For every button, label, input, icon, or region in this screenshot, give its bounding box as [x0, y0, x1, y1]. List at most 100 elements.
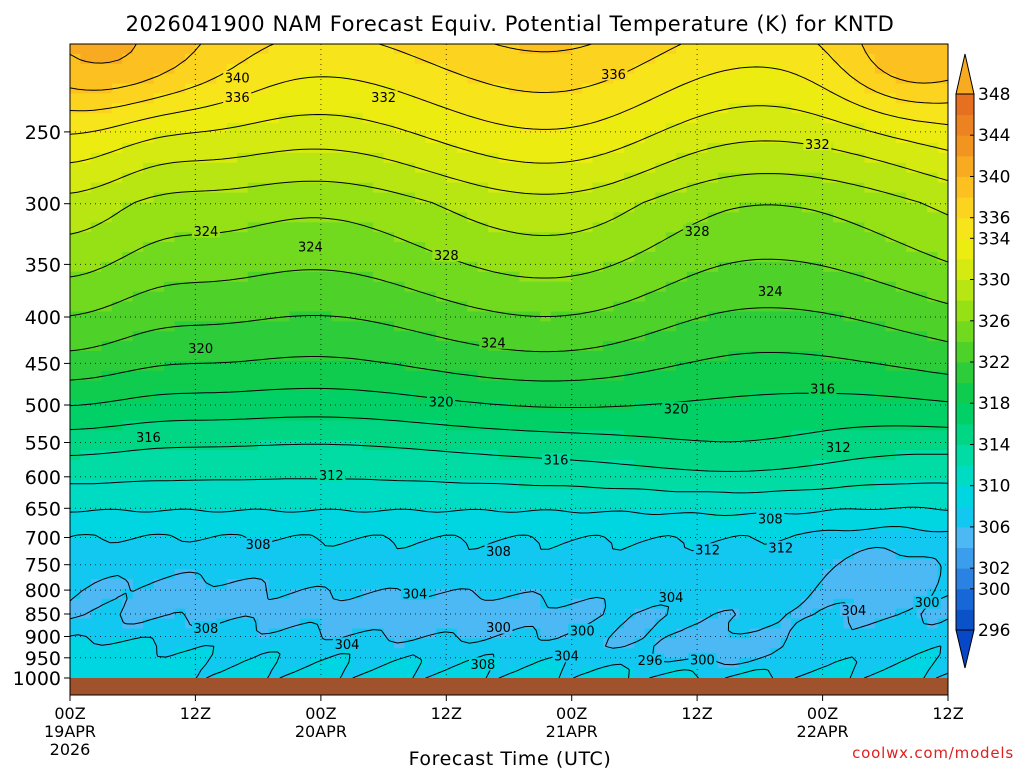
field-cell [822, 469, 834, 481]
field-cell [101, 370, 113, 382]
field-cell [906, 113, 918, 124]
field-cell [341, 222, 353, 233]
field-cell [770, 450, 782, 461]
field-cell [864, 103, 876, 114]
field-cell [488, 202, 500, 214]
field-cell [603, 410, 615, 422]
field-cell [686, 143, 698, 154]
field-cell [404, 390, 416, 402]
field-cell [561, 380, 573, 392]
field-cell [143, 103, 155, 114]
field-cell [885, 162, 897, 174]
field-cell [853, 212, 865, 223]
field-cell [477, 232, 489, 243]
field-cell [561, 44, 573, 55]
field-cell [603, 202, 615, 214]
field-cell [916, 460, 928, 471]
field-cell [268, 311, 280, 322]
field-cell [655, 321, 667, 332]
field-cell [937, 430, 948, 441]
field-cell [644, 93, 656, 105]
field-cell [279, 450, 291, 461]
field-cell [362, 321, 374, 332]
field-cell [320, 261, 332, 273]
field-cell [895, 113, 907, 124]
field-cell [216, 133, 228, 144]
field-cell [331, 351, 343, 362]
field-cell [299, 361, 311, 372]
field-cell [853, 331, 865, 342]
field-cell [111, 559, 123, 570]
field-cell [446, 559, 458, 570]
field-cell [320, 271, 332, 283]
field-cell [707, 499, 719, 511]
field-cell [383, 152, 395, 164]
field-cell [498, 261, 510, 273]
field-cell [205, 539, 217, 550]
field-cell [70, 53, 82, 65]
field-cell [352, 44, 364, 55]
field-cell [749, 618, 761, 630]
field-cell [728, 499, 740, 511]
field-cell [697, 212, 709, 223]
field-cell [623, 361, 636, 372]
field-cell [90, 519, 102, 531]
field-cell [237, 559, 249, 570]
field-cell [519, 569, 531, 580]
field-cell [425, 63, 437, 75]
field-cell [90, 321, 102, 332]
field-cell [394, 222, 406, 233]
field-cell [937, 499, 948, 511]
field-cell [874, 222, 886, 233]
field-cell [258, 143, 270, 154]
field-cell [446, 628, 458, 639]
field-cell [414, 499, 426, 511]
field-cell [394, 113, 406, 124]
field-cell [268, 430, 280, 441]
field-cell [498, 479, 510, 491]
field-cell [592, 588, 604, 600]
field-cell [613, 380, 625, 392]
field-cell [237, 509, 249, 521]
field-cell [352, 261, 364, 273]
field-cell [394, 539, 406, 550]
field-cell [623, 598, 636, 610]
field-cell [613, 133, 625, 144]
field-cell [80, 73, 92, 85]
field-cell [906, 400, 918, 412]
field-cell [247, 351, 259, 362]
field-cell [812, 420, 824, 431]
field-cell [488, 608, 500, 620]
field-cell [289, 192, 301, 204]
field-cell [310, 539, 322, 550]
field-cell [718, 499, 730, 511]
field-cell [404, 93, 416, 105]
field-cell [582, 519, 594, 531]
field-cell [237, 192, 249, 204]
field-cell [927, 351, 939, 362]
field-cell [833, 341, 845, 352]
field-cell [885, 539, 897, 550]
field-cell [864, 351, 876, 362]
field-cell [812, 321, 824, 332]
field-cell [749, 588, 761, 600]
field-cell [770, 53, 782, 65]
field-cell [477, 44, 489, 55]
field-cell [153, 370, 165, 382]
field-cell [310, 331, 322, 342]
field-cell [425, 301, 437, 313]
field-cell [195, 281, 207, 293]
field-cell [153, 460, 165, 471]
field-cell [937, 469, 948, 481]
field-cell [864, 608, 876, 620]
field-cell [331, 489, 343, 501]
field-cell [383, 242, 395, 253]
field-cell [540, 242, 552, 253]
field-cell [226, 588, 238, 600]
field-cell [488, 44, 500, 55]
field-cell [791, 420, 803, 431]
field-cell [310, 400, 322, 412]
field-cell [759, 63, 771, 75]
field-cell [780, 182, 792, 194]
field-cell [383, 202, 395, 214]
